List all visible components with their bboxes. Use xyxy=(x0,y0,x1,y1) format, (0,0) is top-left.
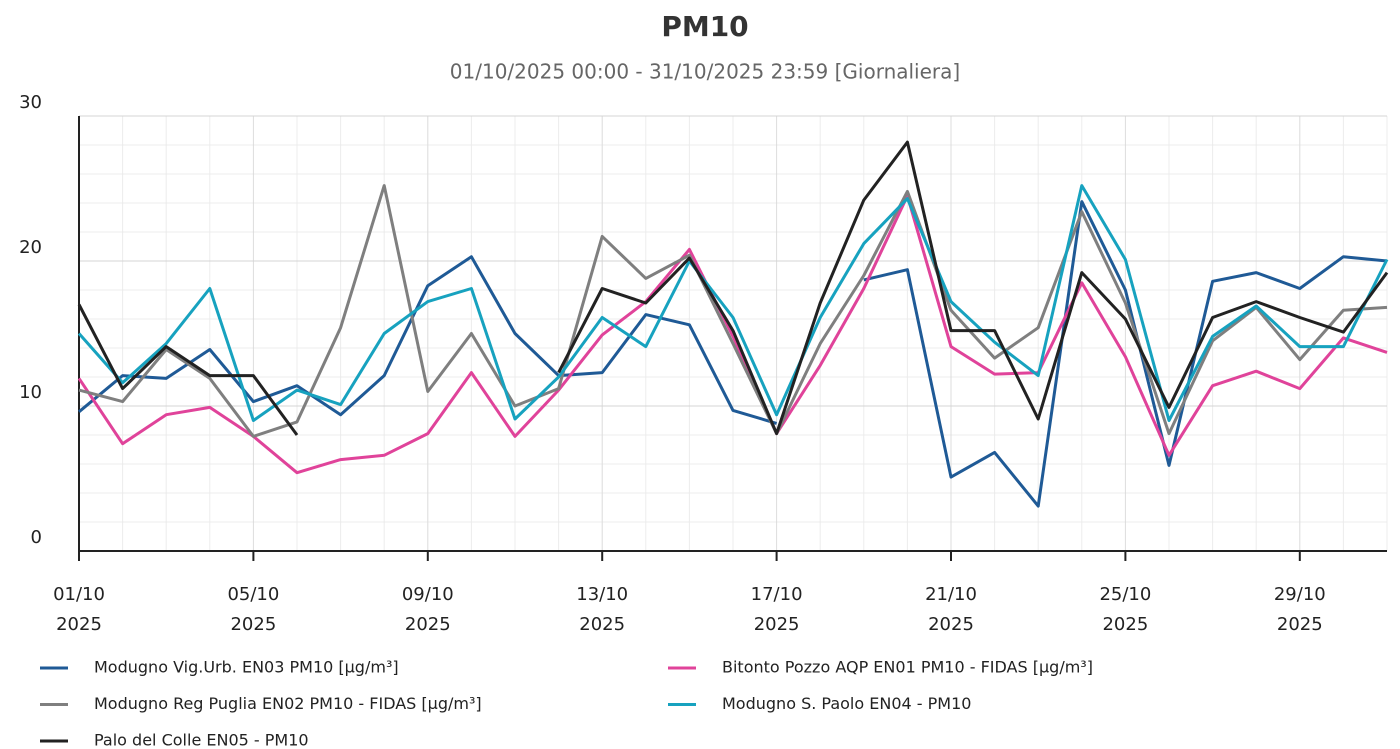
x-tick-label: 13/10 2025 xyxy=(576,584,628,635)
x-tick-label: 01/10 2025 xyxy=(53,584,105,635)
x-tick-label: 05/10 2025 xyxy=(227,584,279,635)
y-tick-label: 0 xyxy=(31,527,42,548)
legend-label: Bitonto Pozzo AQP EN01 PM10 - FIDAS [µg/… xyxy=(722,658,1093,677)
x-tick-label: 17/10 2025 xyxy=(751,584,803,635)
y-tick-label: 10 xyxy=(19,382,42,403)
data-line xyxy=(77,184,1389,422)
legend-label: Modugno Vig.Urb. EN03 PM10 [µg/m³] xyxy=(94,658,399,677)
x-tick-label: 29/10 2025 xyxy=(1274,584,1326,635)
data-line xyxy=(78,184,1388,438)
x-tick-label: 25/10 2025 xyxy=(1099,584,1151,635)
y-tick-label: 20 xyxy=(19,237,42,258)
x-tick-label: 21/10 2025 xyxy=(925,584,977,635)
legend-label: Modugno Reg Puglia EN02 PM10 - FIDAS [µg… xyxy=(94,694,482,713)
y-tick-label: 30 xyxy=(19,92,42,113)
legend-label: Modugno S. Paolo EN04 - PM10 xyxy=(722,694,971,713)
chart-title: PM10 xyxy=(661,10,748,43)
data-line xyxy=(77,194,1388,475)
data-line xyxy=(77,140,1389,436)
legend-label: Palo del Colle EN05 - PM10 xyxy=(94,731,309,749)
x-tick-label: 09/10 2025 xyxy=(402,584,454,635)
chart-subtitle: 01/10/2025 00:00 - 31/10/2025 23:59 [Gio… xyxy=(450,60,960,84)
